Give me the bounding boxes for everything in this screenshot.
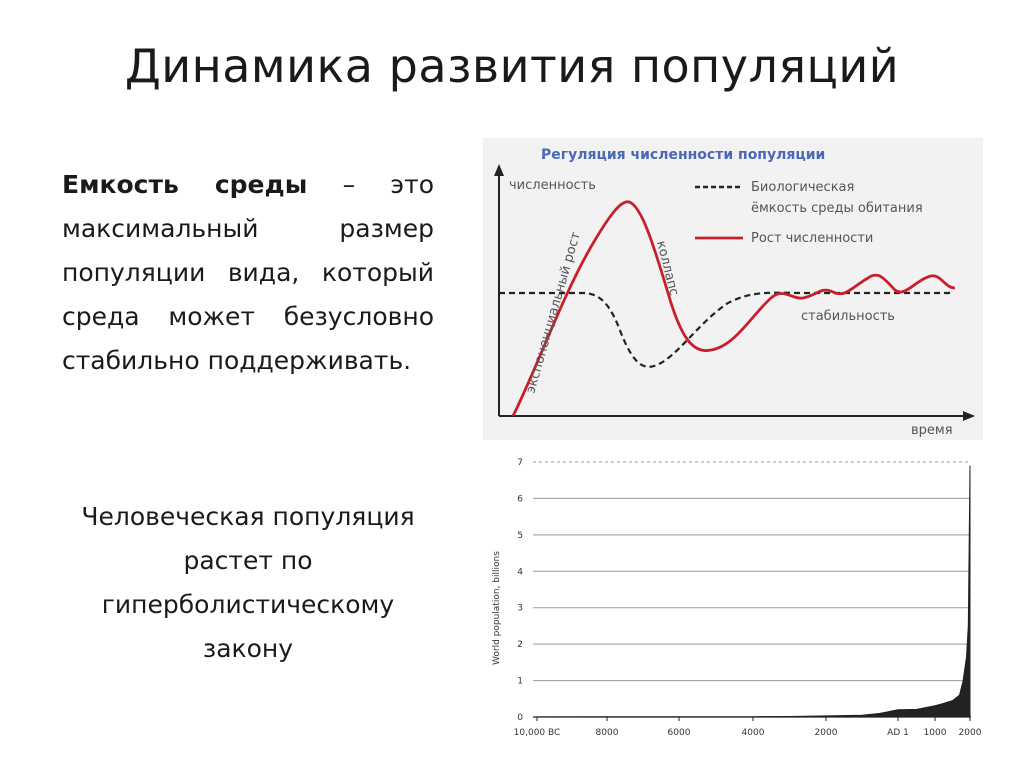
growth-curve: [511, 200, 956, 417]
world-xtick-label: 2000: [815, 728, 838, 738]
regulation-chart: Регуляция численности популяции численно…: [483, 138, 983, 440]
world-ytick-label: 1: [517, 677, 523, 687]
world-ytick-label: 3: [517, 604, 523, 614]
world-ytick-label: 0: [517, 713, 523, 723]
world-xtick-label: 10,000 BC: [514, 728, 561, 738]
world-population-area: [536, 465, 971, 718]
world-population-chart: World population, billions 0 1 2 3 4 5 6 7 10,0…: [483, 450, 988, 745]
world-ytick-label: 2: [517, 640, 523, 650]
regulation-y-arrow: [494, 164, 504, 176]
world-ytick-label: 6: [517, 494, 523, 504]
annotation-stability: стабильность: [801, 309, 895, 324]
world-ylabel: World population, billions: [492, 551, 502, 665]
regulation-ylabel: численность: [509, 178, 596, 193]
definition-text: Емкость среды – это максимальный размер …: [62, 163, 434, 383]
legend-capacity-label-1: Биологическая: [751, 180, 854, 195]
definition-body: – это максимальный размер популяции вида…: [62, 170, 434, 375]
capacity-line: [499, 291, 951, 368]
world-xtick-label: 8000: [596, 728, 619, 738]
world-xtick-label: 6000: [668, 728, 691, 738]
definition-term: Емкость среды: [62, 170, 308, 199]
world-xtick-label: 4000: [742, 728, 765, 738]
legend-growth-label: Рост численности: [751, 231, 873, 246]
legend-capacity-label-2: ёмкость среды обитания: [751, 201, 923, 216]
world-xtick-label: 1000: [924, 728, 947, 738]
world-xtick-label: AD 1: [887, 728, 909, 738]
regulation-xlabel: время: [911, 423, 953, 438]
human-population-note: Человеческая популяция растет по гипербо…: [81, 502, 415, 663]
regulation-chart-title: Регуляция численности популяции: [541, 147, 825, 163]
world-ytick-label: 5: [517, 531, 523, 541]
regulation-x-arrow: [963, 411, 975, 421]
world-xtick-label: 2000: [959, 728, 982, 738]
world-ytick-label: 7: [517, 458, 523, 468]
world-ytick-label: 4: [517, 567, 523, 577]
slide-title: Динамика развития популяций: [124, 39, 900, 93]
